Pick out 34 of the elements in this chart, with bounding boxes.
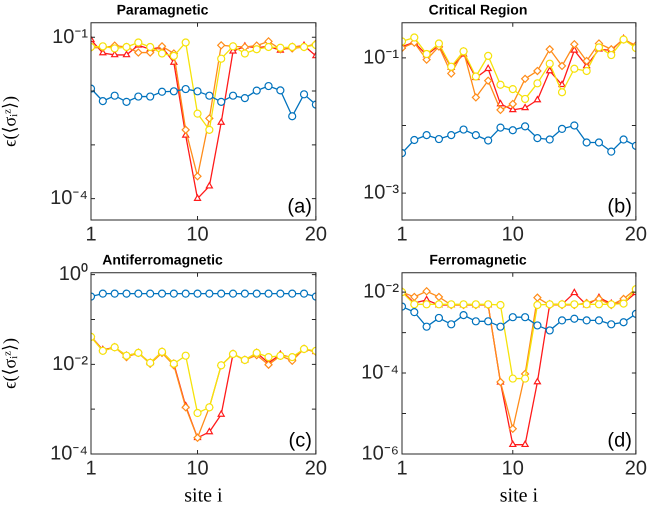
chart-title: Critical Region	[428, 1, 528, 18]
x-tick-label: 10	[186, 224, 209, 246]
y-tick-label: 10⁻¹	[52, 26, 88, 48]
y-axis-title: ϵ(⟨σᵢᶻ⟩)	[0, 338, 20, 389]
x-tick-label: 10	[186, 458, 209, 480]
y-tick-label: 10⁻¹	[363, 46, 400, 68]
y-tick-label: 10⁻⁴	[50, 442, 88, 465]
y-axis-title: ϵ(⟨σᵢᶻ⟩)	[0, 96, 20, 147]
y-tick-label: 10⁻⁴	[50, 187, 88, 210]
x-tick-label: 20	[304, 224, 327, 246]
x-tick-label: 10	[502, 224, 524, 246]
x-tick-label: 10	[502, 458, 524, 480]
annotation: (a)	[287, 196, 312, 218]
x-axis-title: site i	[184, 484, 224, 506]
x-tick-label: 20	[624, 224, 647, 246]
chart-title: Ferromagnetic	[429, 251, 527, 268]
annotation: (c)	[288, 430, 312, 452]
x-tick-label: 1	[85, 458, 97, 480]
x-tick-label: 1	[85, 224, 97, 246]
x-tick-label: 20	[624, 458, 647, 480]
chart-title: Paramagnetic	[116, 1, 209, 18]
y-tick-label: 10⁻²	[363, 280, 400, 303]
x-tick-label: 1	[396, 224, 408, 246]
y-tick-label: 10⁰	[58, 262, 88, 286]
y-tick-label: 10⁻⁴	[361, 362, 399, 384]
x-tick-label: 1	[396, 458, 408, 480]
annotation: (d)	[607, 430, 632, 452]
x-axis-title: site i	[500, 484, 539, 506]
x-tick-label: 20	[304, 458, 327, 480]
chart-title: Antiferromagnetic	[102, 251, 223, 268]
annotation: (b)	[607, 196, 632, 218]
y-tick-label: 10⁻⁶	[362, 442, 399, 465]
y-tick-label: 10⁻²	[52, 352, 88, 375]
y-tick-label: 10⁻³	[363, 182, 400, 204]
